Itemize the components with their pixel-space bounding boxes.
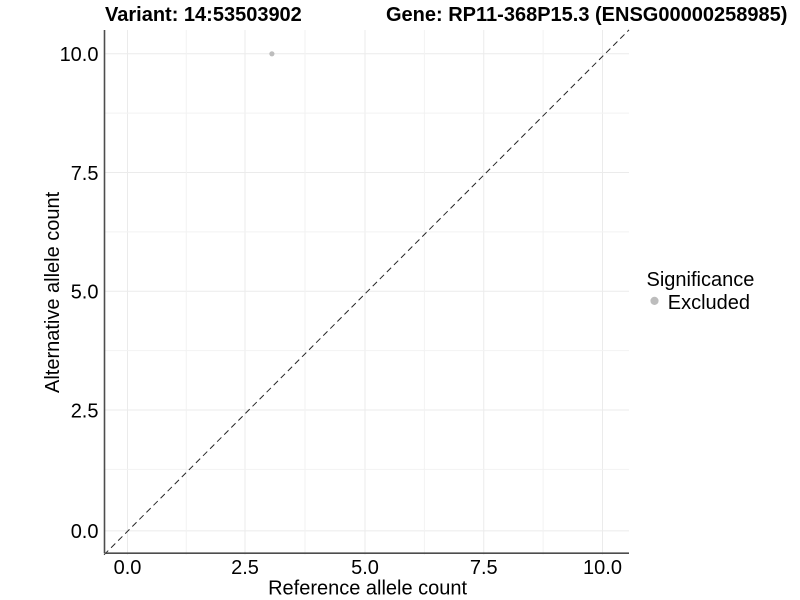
svg-text:2.5: 2.5 [71,400,99,422]
svg-text:10.0: 10.0 [583,557,622,579]
svg-text:Gene: RP11-368P15.3 (ENSG00000: Gene: RP11-368P15.3 (ENSG00000258985) [386,4,787,26]
svg-text:5.0: 5.0 [71,282,99,304]
svg-text:0.0: 0.0 [71,521,99,543]
svg-text:7.5: 7.5 [71,163,99,185]
svg-text:7.5: 7.5 [470,557,498,579]
svg-text:Reference allele count: Reference allele count [268,578,467,600]
svg-text:5.0: 5.0 [351,557,379,579]
svg-text:Variant: 14:53503902: Variant: 14:53503902 [105,4,302,26]
svg-text:0.0: 0.0 [114,557,142,579]
svg-text:10.0: 10.0 [60,44,99,66]
svg-text:2.5: 2.5 [231,557,259,579]
svg-text:Significance: Significance [647,269,755,291]
svg-text:Excluded: Excluded [668,292,750,314]
svg-text:Alternative allele count: Alternative allele count [42,191,64,393]
